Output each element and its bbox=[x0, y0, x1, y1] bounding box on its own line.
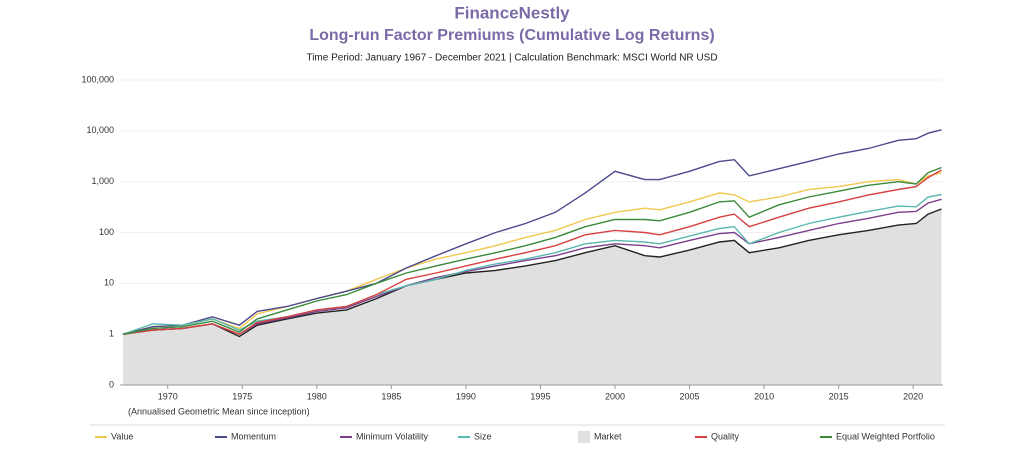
series-line bbox=[122, 208, 942, 338]
series-line bbox=[122, 193, 942, 335]
x-tick-label: 1980 bbox=[307, 391, 327, 401]
x-tick-label: 2010 bbox=[754, 391, 774, 401]
series-line bbox=[122, 198, 942, 335]
legend-label: Value bbox=[111, 431, 133, 441]
x-tick-label: 2015 bbox=[829, 391, 849, 401]
brand: FinanceNestly bbox=[454, 3, 570, 22]
legend-label: Minimum Volatility bbox=[356, 431, 429, 441]
chart-subtitle: Time Period: January 1967 - December 202… bbox=[306, 53, 717, 64]
series-line bbox=[122, 129, 942, 335]
x-tick-label: 1975 bbox=[232, 391, 252, 401]
legend-label: Equal Weighted Portfolio bbox=[836, 431, 935, 441]
x-tick-label: 1990 bbox=[456, 391, 476, 401]
market-area bbox=[122, 209, 942, 385]
x-tick-label: 1995 bbox=[530, 391, 550, 401]
y-tick-label: 10,000 bbox=[86, 125, 114, 135]
legend-swatch bbox=[578, 431, 590, 443]
legend-label: Momentum bbox=[231, 431, 276, 441]
series-line bbox=[122, 169, 942, 335]
y-tick-label: 10 bbox=[104, 278, 114, 288]
y-tick-label: 1 bbox=[109, 329, 114, 339]
x-tick-label: 2000 bbox=[605, 391, 625, 401]
y-tick-label: 1,000 bbox=[91, 176, 114, 186]
legend-label: Market bbox=[594, 431, 622, 441]
x-tick-label: 2020 bbox=[903, 391, 923, 401]
x-tick-label: 1970 bbox=[158, 391, 178, 401]
y-tick-label: 100,000 bbox=[81, 74, 114, 84]
y-tick-label: 0 bbox=[109, 379, 114, 389]
x-tick-label: 1985 bbox=[381, 391, 401, 401]
chart-title: Long-run Factor Premiums (Cumulative Log… bbox=[309, 27, 714, 44]
y-tick-label: 100 bbox=[99, 227, 114, 237]
series-line bbox=[122, 172, 942, 335]
legend-label: Quality bbox=[711, 431, 740, 441]
x-tick-label: 2005 bbox=[680, 391, 700, 401]
legend-label: Size bbox=[474, 431, 492, 441]
series-line bbox=[122, 166, 942, 335]
annotation: (Annualised Geometric Mean since incepti… bbox=[128, 406, 310, 416]
